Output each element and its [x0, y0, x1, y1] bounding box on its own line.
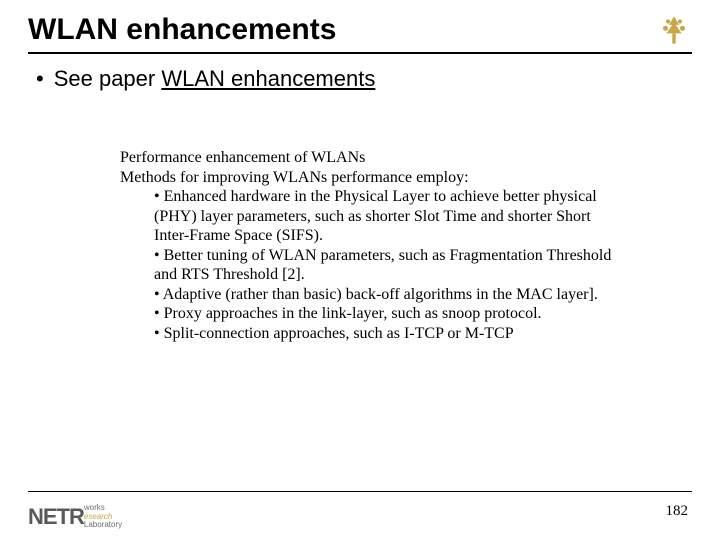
body-item: • Adaptive (rather than basic) back-off …: [154, 285, 620, 305]
paper-link[interactable]: WLAN enhancements: [161, 66, 375, 91]
body-item: • Better tuning of WLAN parameters, such…: [154, 246, 620, 285]
footer-logo-line2: Laboratory: [84, 520, 122, 529]
slide-title: WLAN enhancements: [28, 13, 336, 47]
bullet-dot: •: [36, 66, 44, 92]
body-item: • Proxy approaches in the link-layer, su…: [154, 304, 620, 324]
body-heading-2: Methods for improving WLANs performance …: [120, 168, 620, 188]
body-item: • Split-connection approaches, such as I…: [154, 324, 620, 344]
footer-logo-main: NETR: [28, 504, 84, 530]
page-number: 182: [666, 503, 689, 520]
footer-rule: [28, 491, 692, 492]
slide: WLAN enhancements • See paper WLAN enhan…: [0, 0, 720, 540]
body-block: Performance enhancement of WLANs Methods…: [120, 148, 620, 343]
body-heading-1: Performance enhancement of WLANs: [120, 148, 620, 168]
tree-icon: [656, 12, 692, 48]
header-row: WLAN enhancements: [28, 12, 692, 54]
bullet-text: See paper WLAN enhancements: [54, 66, 376, 92]
bullet-lead: See paper: [54, 66, 162, 91]
bullet-item: • See paper WLAN enhancements: [36, 66, 692, 92]
footer-logo: NETR works esearch Laboratory: [28, 504, 122, 530]
body-item: • Enhanced hardware in the Physical Laye…: [154, 187, 620, 246]
footer-logo-sub: works esearch Laboratory: [84, 504, 122, 529]
